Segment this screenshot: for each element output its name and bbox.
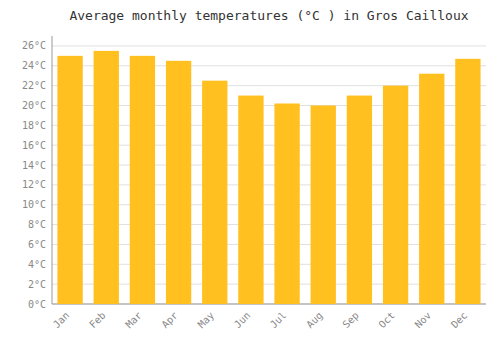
- x-tick-label: Feb: [87, 310, 108, 331]
- y-tick-label: 18°C: [22, 120, 46, 131]
- x-tick-label: Oct: [376, 310, 397, 331]
- bar: [455, 59, 480, 304]
- y-tick-label: 4°C: [28, 259, 46, 270]
- y-tick-label: 12°C: [22, 179, 46, 190]
- x-tick-label: Jan: [51, 310, 72, 331]
- y-axis-line: [52, 36, 53, 304]
- bar: [419, 74, 444, 304]
- x-tick-label: Apr: [159, 310, 180, 331]
- y-grid: [52, 46, 486, 304]
- y-tick-labels: 0°C 2°C 4°C 6°C 8°C 10°C 12°C 14°C 16°C 18°C 20°C 2…: [22, 40, 46, 309]
- y-tick-label: 26°C: [22, 40, 46, 51]
- y-tick-label: 14°C: [22, 160, 46, 171]
- bar: [311, 105, 336, 304]
- bar: [166, 61, 191, 304]
- x-tick-label: Jul: [268, 310, 289, 331]
- bar: [347, 96, 372, 304]
- y-tick-label: 6°C: [28, 239, 46, 250]
- bar: [274, 103, 299, 304]
- grid-line: [52, 45, 486, 46]
- x-tick-label: May: [196, 310, 217, 331]
- y-tick-label: 24°C: [22, 60, 46, 71]
- x-tick-label: Nov: [413, 310, 434, 331]
- bar: [94, 51, 119, 304]
- y-tick-label: 0°C: [28, 299, 46, 310]
- x-tick-label: Jun: [232, 310, 253, 331]
- bar: [383, 86, 408, 304]
- chart-container: Average monthly temperatures (°C ) in Gr…: [0, 0, 500, 350]
- y-tick-label: 10°C: [22, 199, 46, 210]
- x-tick-label: Dec: [449, 310, 470, 331]
- bar: [130, 56, 155, 304]
- x-tick-label: Aug: [304, 310, 325, 331]
- bar: [202, 81, 227, 304]
- x-tick-labels: Jan Feb Mar Apr May Jun Jul Aug Sep Oct Nov Dec: [51, 310, 469, 331]
- y-tick-label: 20°C: [22, 100, 46, 111]
- chart-title: Average monthly temperatures (°C ) in Gr…: [69, 8, 468, 23]
- bars: [57, 51, 480, 304]
- y-tick-label: 8°C: [28, 219, 46, 230]
- y-tick-label: 22°C: [22, 80, 46, 91]
- x-tick-label: Mar: [123, 310, 144, 331]
- bar: [57, 56, 82, 304]
- y-tick-label: 2°C: [28, 279, 46, 290]
- bar: [238, 96, 263, 304]
- chart-svg: Average monthly temperatures (°C ) in Gr…: [0, 0, 500, 350]
- x-tick-label: Sep: [340, 310, 361, 331]
- y-tick-label: 16°C: [22, 140, 46, 151]
